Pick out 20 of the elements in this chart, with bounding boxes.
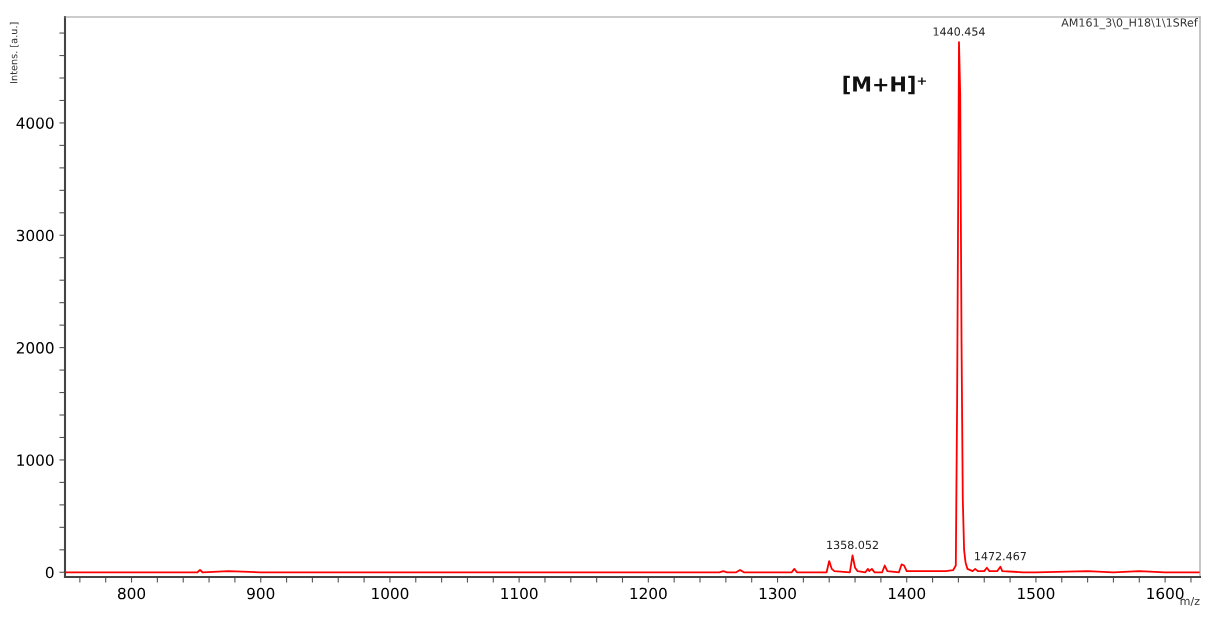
x-tick-label: 1000 bbox=[372, 587, 409, 600]
y-tick-label: 4000 bbox=[16, 117, 54, 129]
x-tick-label: 1300 bbox=[759, 587, 796, 600]
annotation: 1358.052 bbox=[827, 540, 878, 550]
x-tick-label: 1500 bbox=[1018, 587, 1055, 600]
annotation: 1440.454 bbox=[933, 27, 985, 36]
annotation: AM161_3\0_H18\1\1SRef bbox=[1061, 18, 1198, 30]
x-tick-label: 1100 bbox=[501, 587, 538, 600]
x-tick-label: 800 bbox=[117, 587, 146, 600]
x-tick-label: 1200 bbox=[630, 587, 667, 600]
y-tick-label: 3000 bbox=[16, 229, 54, 242]
y-tick-label: 0 bbox=[45, 566, 54, 579]
x-tick-label: 900 bbox=[247, 587, 275, 600]
annotation: 1472.467 bbox=[975, 551, 1026, 561]
x-tick-label: 1400 bbox=[888, 587, 926, 600]
annotation: [M+H]⁺ bbox=[843, 75, 926, 95]
y-tick-label: 1000 bbox=[17, 454, 54, 466]
line-series bbox=[65, 41, 1200, 574]
y-tick-label: 2000 bbox=[16, 342, 54, 354]
y-axis-title: Intens. [a.u.] bbox=[9, 22, 19, 83]
